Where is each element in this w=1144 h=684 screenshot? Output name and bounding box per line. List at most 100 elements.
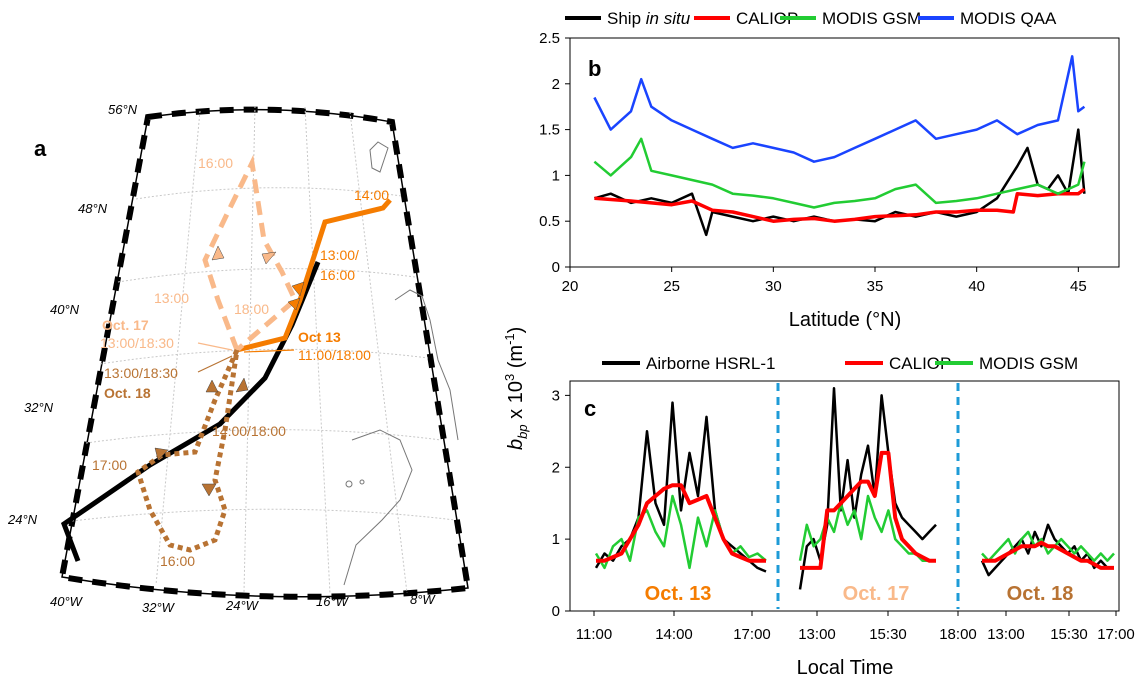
lat-label: 56°N — [108, 102, 138, 117]
map-date-label: Oct 13 — [298, 329, 341, 345]
lon-label: 24°W — [225, 598, 260, 613]
map-time-label: 13:00/ — [320, 247, 359, 263]
x-tick-label: 15:30 — [869, 626, 907, 643]
legend-label: Airborne HSRL-1 — [646, 354, 775, 373]
panel-a-letter: a — [34, 136, 47, 161]
map-time-label: 13:00 — [154, 290, 189, 306]
panel-c-letter: c — [584, 396, 596, 421]
panel-c-frame — [569, 380, 1120, 612]
legend-label: CALIOP — [889, 354, 951, 373]
segment-date-label: Oct. 18 — [1007, 583, 1074, 605]
map-time-label: 13:00/18:30 — [100, 335, 174, 351]
series-line-modis-gsm — [981, 530, 1115, 562]
x-tick-label: 40 — [968, 278, 985, 295]
series-line-caliop — [982, 540, 1114, 570]
segment-date-label: Oct. 13 — [645, 583, 712, 605]
panel-b-xlabel: Latitude (°N) — [789, 309, 902, 331]
oct17-track — [202, 154, 299, 352]
segment-date-label: Oct. 17 — [843, 583, 910, 605]
lon-label: 40°W — [50, 594, 84, 609]
panel-b-series — [593, 55, 1086, 237]
lat-label: 32°N — [24, 400, 54, 415]
y-tick-label: 0.5 — [539, 213, 560, 230]
oct17-arrow — [261, 251, 277, 265]
oct13-arrow — [291, 281, 305, 297]
lon-label: 32°W — [142, 600, 176, 615]
lat-label: 24°N — [7, 512, 38, 527]
x-tick-label: 45 — [1070, 278, 1087, 295]
map-time-label: 18:00 — [234, 301, 269, 317]
panel-b-ticks: 20 25 30 35 40 45 0 0.5 1 1.5 2 2.5 — [539, 30, 1087, 295]
x-tick-label: 14:00 — [655, 626, 693, 643]
legend-label: MODIS QAA — [960, 9, 1057, 28]
map-time-label: 16:00 — [320, 267, 355, 283]
oct18-arrow — [154, 447, 169, 461]
map-time-label: 17:00 — [92, 457, 127, 473]
map-graticule — [71, 105, 456, 595]
legend-label: MODIS GSM — [979, 354, 1078, 373]
panel-b-letter: b — [588, 56, 601, 81]
y-tick-label: 0 — [552, 259, 560, 276]
y-tick-label: 0 — [552, 603, 560, 620]
y-tick-label: 3 — [552, 387, 560, 404]
map-time-label: 16:00 — [198, 155, 233, 171]
map-frame — [61, 108, 469, 598]
oct13-arrow — [287, 297, 301, 311]
map-panel: a 56°N 48°N 40°N 32°N 24°N — [7, 102, 472, 615]
oct17-arrow — [211, 245, 225, 261]
y-tick-label: 2 — [552, 459, 560, 476]
panel-b-legend: Ship in situ CALIOP MODIS GSM MODIS QAA — [565, 9, 1057, 28]
panel-c-series: Oct. 13 Oct. 17 Oct. 18 — [594, 383, 1115, 609]
panel-c-xlabel: Local Time — [797, 657, 894, 679]
lat-label: 48°N — [78, 201, 108, 216]
x-tick-label: 17:00 — [733, 626, 771, 643]
series-line-modis-qaa — [593, 55, 1086, 163]
map-border-dashes — [58, 106, 472, 600]
map-time-label: 14:00/18:00 — [212, 423, 286, 439]
panel-c-ticks: 0 1 2 3 11:00 14:00 17:00 13:00 15:30 18:00 13:00 1… — [552, 387, 1135, 643]
legend-label: CALIOP — [736, 9, 798, 28]
x-tick-label: 20 — [562, 278, 579, 295]
panel-b-chart: b Ship in situ CALIOP MODIS GSM MODIS QAA 2… — [539, 9, 1120, 331]
map-date-label: Oct. 18 — [104, 385, 151, 401]
map-time-label: 14:00 — [354, 187, 389, 203]
coastline — [343, 141, 459, 586]
oct18-pointer — [197, 355, 233, 373]
series-line-caliop — [594, 187, 1086, 223]
panel-b-frame — [569, 37, 1120, 268]
series-line-modis-gsm — [593, 137, 1086, 209]
oct13-track — [236, 198, 392, 353]
map-time-label: 16:00 — [160, 553, 195, 569]
y-tick-label: 2 — [552, 76, 560, 93]
x-tick-label: 15:30 — [1050, 626, 1088, 643]
map-time-label: 13:00/18:30 — [104, 365, 178, 381]
y-tick-label: 2.5 — [539, 30, 560, 47]
x-tick-label: 35 — [867, 278, 884, 295]
oct18-arrow — [205, 379, 219, 393]
legend-label: Ship in situ — [607, 9, 691, 28]
oct18-arrow — [201, 483, 217, 497]
y-axis-title: bbp x 103 (m-1) — [502, 327, 530, 450]
x-tick-label: 13:00 — [798, 626, 836, 643]
series-line-caliop — [596, 483, 766, 563]
lon-label: 16°W — [316, 594, 350, 609]
series-line-caliop — [800, 450, 936, 570]
panel-c-legend: Airborne HSRL-1 CALIOP MODIS GSM — [602, 354, 1078, 373]
panel-c-chart: c Airborne HSRL-1 CALIOP MODIS GSM 0 1 2 3 11:… — [552, 354, 1135, 679]
map-date-label: Oct. 17 — [102, 317, 149, 333]
x-tick-label: 25 — [663, 278, 680, 295]
map-time-label: 11:00/18:00 — [298, 347, 371, 363]
oct17-pointer — [197, 342, 233, 351]
y-tick-label: 1.5 — [539, 122, 560, 139]
y-tick-label: 1 — [552, 167, 560, 184]
lat-label: 40°N — [50, 302, 80, 317]
lon-label: 8°W — [410, 592, 436, 607]
x-tick-label: 11:00 — [576, 626, 612, 643]
oct18-track — [135, 348, 240, 553]
y-tick-label: 1 — [552, 531, 560, 548]
x-tick-label: 13:00 — [987, 626, 1025, 643]
legend-label: MODIS GSM — [822, 9, 921, 28]
x-tick-label: 17:00 — [1097, 626, 1135, 643]
x-tick-label: 18:00 — [939, 626, 977, 643]
